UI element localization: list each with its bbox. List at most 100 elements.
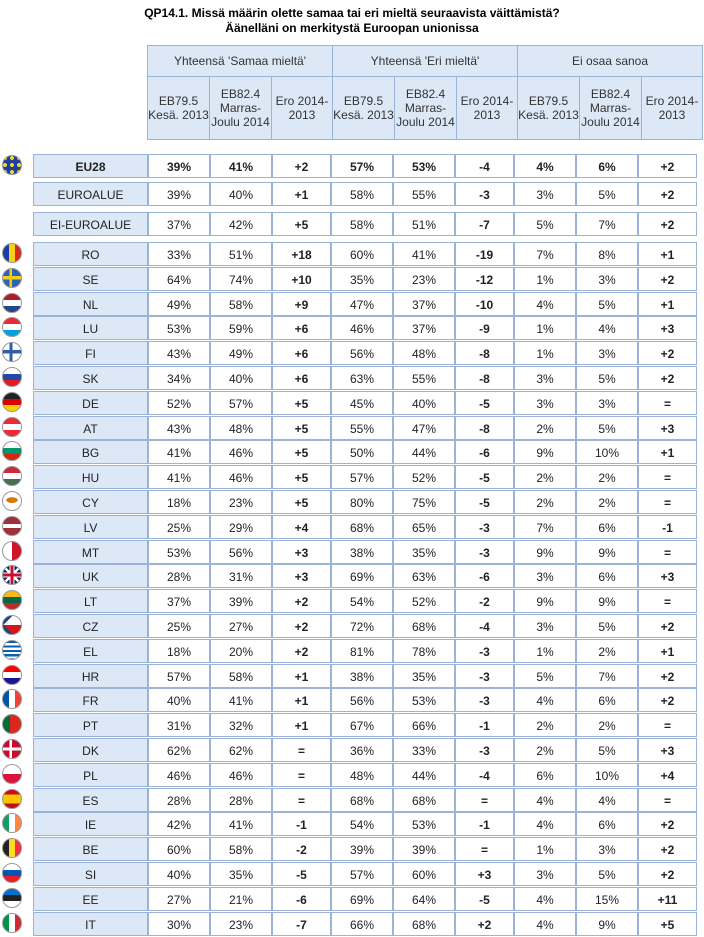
value-cell: 9% xyxy=(514,440,576,465)
value-cell: 1% xyxy=(514,266,576,291)
hu-flag-icon xyxy=(2,466,22,487)
value-cell: 54% xyxy=(331,589,393,614)
value-cell: 4% xyxy=(514,812,576,837)
diff-cell: -9 xyxy=(455,316,514,341)
diff-cell: +11 xyxy=(638,886,697,911)
diff-cell: +2 xyxy=(638,837,697,862)
diff-cell: +6 xyxy=(272,366,331,390)
row-label: DK xyxy=(33,738,148,762)
value-cell: 36% xyxy=(331,738,393,762)
value-cell: 25% xyxy=(148,514,210,539)
diff-cell: -12 xyxy=(455,266,514,291)
value-cell: 4% xyxy=(514,911,576,936)
diff-cell: -3 xyxy=(455,638,514,663)
value-cell: 2% xyxy=(514,490,576,514)
diff-cell: +2 xyxy=(638,663,697,688)
value-cell: 47% xyxy=(393,415,455,440)
value-cell: 18% xyxy=(148,638,210,663)
value-cell: 48% xyxy=(331,762,393,787)
diff-cell: +2 xyxy=(272,154,331,178)
value-cell: 5% xyxy=(576,366,638,390)
value-cell: 41% xyxy=(210,688,272,713)
value-cell: 21% xyxy=(210,886,272,911)
row-label: FR xyxy=(33,688,148,713)
value-cell: 58% xyxy=(210,837,272,862)
diff-cell: = xyxy=(455,787,514,812)
value-cell: 53% xyxy=(393,154,455,178)
se-flag-icon xyxy=(2,267,22,288)
subheader-diff: Ero 2014-2013 xyxy=(641,76,703,140)
diff-cell: = xyxy=(638,490,697,514)
value-cell: 68% xyxy=(393,787,455,812)
value-cell: 68% xyxy=(393,614,455,638)
diff-cell: +2 xyxy=(638,366,697,390)
diff-cell: +6 xyxy=(272,341,331,366)
value-cell: 57% xyxy=(331,154,393,178)
diff-cell: -6 xyxy=(272,886,331,911)
value-cell: 39% xyxy=(331,837,393,862)
value-cell: 38% xyxy=(331,663,393,688)
row-label: DE xyxy=(33,390,148,415)
diff-cell: +1 xyxy=(638,242,697,266)
value-cell: 44% xyxy=(393,440,455,465)
value-cell: 67% xyxy=(331,713,393,738)
value-cell: 10% xyxy=(576,762,638,787)
diff-cell: +5 xyxy=(272,415,331,440)
be-flag-icon xyxy=(2,838,22,859)
value-cell: 40% xyxy=(210,366,272,390)
diff-cell: = xyxy=(272,787,331,812)
row-label: HR xyxy=(33,663,148,688)
value-cell: 7% xyxy=(514,514,576,539)
value-cell: 57% xyxy=(148,663,210,688)
value-cell: 6% xyxy=(514,762,576,787)
value-cell: 48% xyxy=(210,415,272,440)
value-cell: 6% xyxy=(576,812,638,837)
diff-cell: = xyxy=(638,465,697,490)
value-cell: 3% xyxy=(576,266,638,291)
value-cell: 3% xyxy=(576,390,638,415)
diff-cell: +2 xyxy=(638,341,697,366)
value-cell: 2% xyxy=(514,415,576,440)
de-flag-icon xyxy=(2,391,22,412)
hr-flag-icon xyxy=(2,664,22,685)
diff-cell: +2 xyxy=(272,638,331,663)
diff-cell: +1 xyxy=(638,291,697,316)
value-cell: 46% xyxy=(210,440,272,465)
row-label: EE xyxy=(33,886,148,911)
value-cell: 57% xyxy=(210,390,272,415)
value-cell: 35% xyxy=(393,539,455,564)
value-cell: 40% xyxy=(148,688,210,713)
value-cell: 39% xyxy=(393,837,455,862)
value-cell: 55% xyxy=(393,182,455,206)
row-label: SI xyxy=(33,862,148,886)
value-cell: 2% xyxy=(576,638,638,663)
value-cell: 41% xyxy=(393,242,455,266)
row-label: CZ xyxy=(33,614,148,638)
value-cell: 10% xyxy=(576,440,638,465)
value-cell: 1% xyxy=(514,316,576,341)
value-cell: 23% xyxy=(210,490,272,514)
value-cell: 28% xyxy=(148,564,210,589)
value-cell: 31% xyxy=(210,564,272,589)
group-header-disagree: Yhteensä 'Eri mieltä' xyxy=(332,45,518,77)
value-cell: 42% xyxy=(148,812,210,837)
value-cell: 81% xyxy=(331,638,393,663)
cz-flag-icon xyxy=(2,615,22,635)
value-cell: 27% xyxy=(148,886,210,911)
subheader-eb82: EB82.4 Marras-Joulu 2014 xyxy=(394,76,457,140)
value-cell: 40% xyxy=(393,390,455,415)
value-cell: 4% xyxy=(514,886,576,911)
value-cell: 33% xyxy=(393,738,455,762)
si-flag-icon xyxy=(2,863,22,883)
diff-cell: -3 xyxy=(455,688,514,713)
value-cell: 1% xyxy=(514,638,576,663)
value-cell: 45% xyxy=(331,390,393,415)
bg-flag-icon xyxy=(2,441,22,462)
value-cell: 56% xyxy=(331,688,393,713)
value-cell: 27% xyxy=(210,614,272,638)
subheader-diff: Ero 2014-2013 xyxy=(456,76,518,140)
row-label: EI-EUROALUE xyxy=(33,212,148,236)
value-cell: 30% xyxy=(148,911,210,936)
value-cell: 25% xyxy=(148,614,210,638)
diff-cell: -5 xyxy=(455,390,514,415)
